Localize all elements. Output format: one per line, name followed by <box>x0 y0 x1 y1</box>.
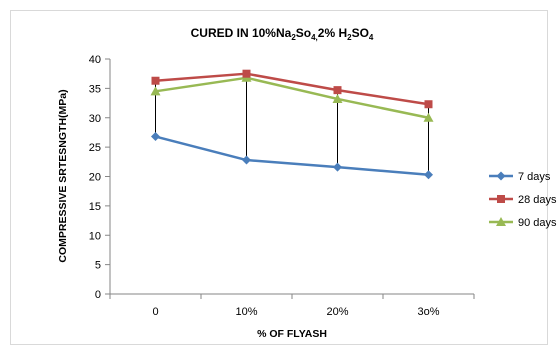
legend-label: 7 days <box>518 171 551 183</box>
data-point-28-days <box>333 86 342 95</box>
title-part: SO <box>352 26 369 40</box>
x-axis-ticks: 0 10% 20% 3o% <box>109 294 475 318</box>
title-subscript: 2 <box>347 33 352 42</box>
legend-item-90-days: 90 days <box>489 217 557 229</box>
data-point-28-days <box>242 69 251 78</box>
y-axis-ticks: 0 5 10 15 20 25 30 35 40 <box>89 54 110 301</box>
y-tick-label: 0 <box>95 289 101 301</box>
data-point-7-days <box>333 162 342 172</box>
series-28-days <box>151 69 433 109</box>
title-subscript: 2 <box>291 33 296 42</box>
series-group <box>150 69 434 180</box>
y-tick-label: 10 <box>89 230 101 242</box>
data-point-90-days <box>150 86 161 96</box>
legend-item-28-days: 28 days <box>489 194 557 206</box>
chart-border <box>10 10 548 345</box>
data-point-28-days <box>424 100 433 109</box>
legend-marker <box>496 171 506 181</box>
x-tick-label: 10% <box>235 306 257 318</box>
series-line-7-days <box>155 135 429 176</box>
y-axis-title: COMPRESSIVE SRTESNGTH(MPa) <box>57 89 69 262</box>
x-tick-label: 20% <box>326 306 348 318</box>
series-7-days <box>151 132 433 180</box>
data-point-90-days <box>332 93 343 103</box>
title-part: So <box>296 26 311 40</box>
legend: 7 days 28 days 90 days <box>489 171 557 229</box>
y-tick-label: 15 <box>89 201 101 213</box>
legend-marker <box>497 195 505 203</box>
title-part: 2% H <box>318 26 347 40</box>
title-subscript: 4, <box>311 33 318 42</box>
x-tick-label: 3o% <box>417 306 439 318</box>
y-tick-label: 40 <box>89 54 101 66</box>
data-point-7-days <box>424 170 433 180</box>
title-part: CURED IN 10%Na <box>191 26 292 40</box>
data-point-90-days <box>423 112 434 122</box>
y-tick-label: 25 <box>89 142 101 154</box>
series-90-days <box>150 72 434 122</box>
plot-area: 0 5 10 15 20 25 30 35 40 0 10% 20% 3o% <box>89 54 475 318</box>
x-tick-label: 0 <box>152 306 158 318</box>
chart-title: CURED IN 10%Na2So4,2% H2SO4 <box>191 26 374 42</box>
data-point-7-days <box>151 132 160 142</box>
series-line-28-days <box>155 72 429 106</box>
x-axis-title: % OF FLYASH <box>257 328 327 340</box>
data-point-28-days <box>151 76 160 85</box>
y-tick-label: 35 <box>89 83 101 95</box>
title-subscript: 4 <box>369 33 374 42</box>
legend-label: 90 days <box>518 217 557 229</box>
series-line-90-days <box>155 76 429 119</box>
y-tick-label: 5 <box>95 260 101 272</box>
legend-item-7-days: 7 days <box>489 171 551 183</box>
y-tick-label: 20 <box>89 172 101 184</box>
data-point-7-days <box>242 155 251 165</box>
y-tick-label: 30 <box>89 113 101 125</box>
legend-marker <box>496 217 506 226</box>
legend-label: 28 days <box>518 194 557 206</box>
